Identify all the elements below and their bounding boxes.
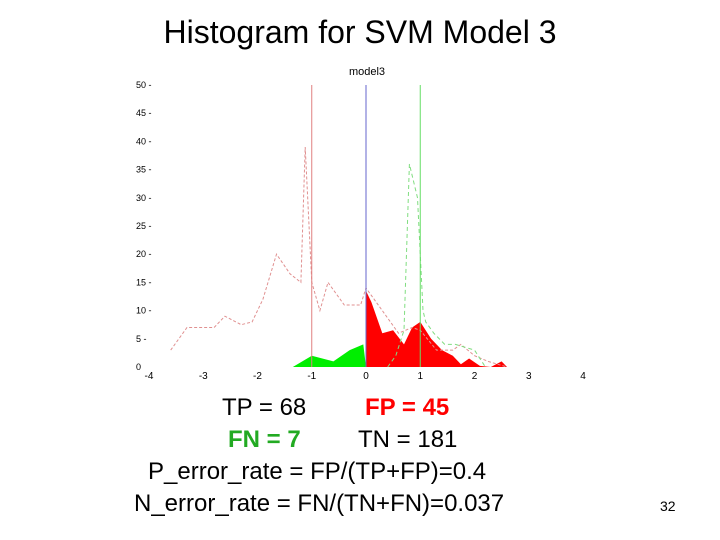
x-tick-label: 4 (580, 371, 586, 382)
x-tick-label: 2 (472, 371, 478, 382)
fp-value: FP = 45 (365, 394, 450, 421)
x-tick-label: 3 (526, 371, 532, 382)
y-tick-label: 40 - (136, 136, 152, 146)
tp-value: TP = 68 (222, 394, 307, 421)
y-tick-label: 10 - (136, 306, 152, 316)
negative-distribution-line (170, 146, 508, 368)
tn-value: TN = 181 (358, 426, 458, 453)
y-tick-label: 0 (136, 362, 141, 372)
y-tick-label: 50 - (136, 80, 152, 90)
slide-title: Histogram for SVM Model 3 (163, 14, 557, 50)
x-tick-label: -3 (199, 371, 208, 382)
x-tick-label: -2 (253, 371, 262, 382)
histogram-chart: model3 05 -10 -15 -20 -25 -30 -35 -40 -4… (136, 66, 586, 382)
n-error-rate: N_error_rate = FN/(TN+FN)=0.037 (134, 490, 505, 517)
chart-title: model3 (349, 66, 385, 78)
y-tick-label: 20 - (136, 249, 152, 259)
x-tick-label: -4 (145, 371, 154, 382)
x-tick-label: -1 (307, 371, 316, 382)
false-negative-area (292, 344, 366, 367)
y-tick-label: 30 - (136, 193, 152, 203)
positive-distribution-line (387, 163, 486, 368)
fn-value: FN = 7 (228, 426, 301, 453)
y-tick-label: 25 - (136, 221, 152, 231)
x-tick-label: 1 (418, 371, 424, 382)
p-error-rate: P_error_rate = FP/(TP+FP)=0.4 (148, 458, 487, 485)
y-tick-label: 5 - (136, 334, 147, 344)
false-positive-area (366, 290, 507, 367)
x-tick-label: 0 (363, 371, 369, 382)
y-tick-label: 35 - (136, 165, 152, 175)
page-number: 32 (660, 498, 676, 514)
y-tick-label: 15 - (136, 277, 152, 287)
y-tick-label: 45 - (136, 108, 152, 118)
